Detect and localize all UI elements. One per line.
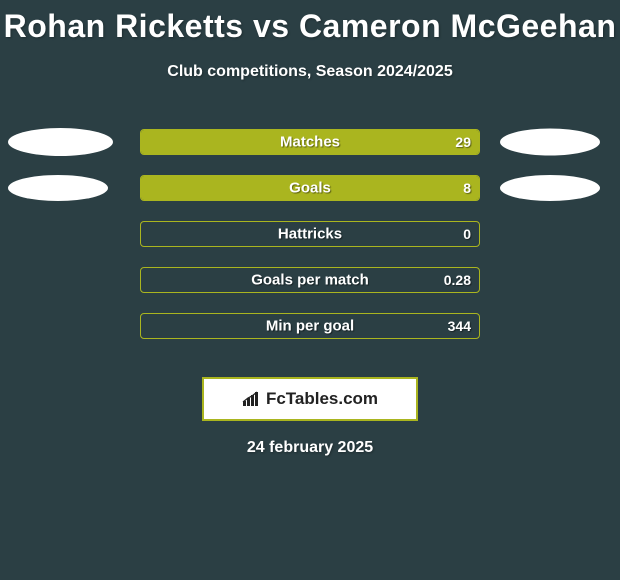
- bar-label: Hattricks: [278, 226, 342, 243]
- logo-text: FcTables.com: [266, 389, 378, 409]
- bar-chart: Matches 29 Goals 8 Hattricks 0 Goals per match…: [0, 119, 620, 349]
- bar-label: Goals: [289, 180, 331, 197]
- bar-chart-icon: [242, 391, 262, 407]
- bar-row: Matches 29: [0, 119, 620, 165]
- subtitle: Club competitions, Season 2024/2025: [0, 63, 620, 81]
- player-avatar-left: [8, 175, 108, 201]
- bar-track: Matches 29: [140, 129, 480, 155]
- bar-value: 344: [448, 318, 471, 334]
- player-avatar-left: [8, 128, 113, 156]
- bar-value: 29: [455, 134, 471, 150]
- bar-track: Goals per match 0.28: [140, 267, 480, 293]
- bar-value: 0: [463, 226, 471, 242]
- player-avatar-right: [500, 129, 600, 156]
- bar-track: Min per goal 344: [140, 313, 480, 339]
- bar-label: Matches: [280, 134, 340, 151]
- bar-value: 8: [463, 180, 471, 196]
- bar-track: Goals 8: [140, 175, 480, 201]
- bar-label: Min per goal: [266, 318, 354, 335]
- player-avatar-right: [500, 175, 600, 201]
- bar-row: Goals per match 0.28: [0, 257, 620, 303]
- bar-label: Goals per match: [251, 272, 369, 289]
- bar-row: Goals 8: [0, 165, 620, 211]
- bar-row: Min per goal 344: [0, 303, 620, 349]
- bar-row: Hattricks 0: [0, 211, 620, 257]
- comparison-infographic: Rohan Ricketts vs Cameron McGeehan Club …: [0, 0, 620, 457]
- bar-value: 0.28: [444, 272, 471, 288]
- logo-box: FcTables.com: [202, 377, 418, 421]
- date-line: 24 february 2025: [0, 439, 620, 457]
- bar-track: Hattricks 0: [140, 221, 480, 247]
- page-title: Rohan Ricketts vs Cameron McGeehan: [0, 8, 620, 45]
